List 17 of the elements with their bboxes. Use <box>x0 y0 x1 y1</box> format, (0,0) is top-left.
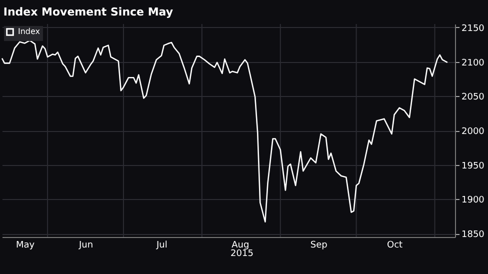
x-tick-label: Sep <box>310 240 328 250</box>
x-tick-label: Oct <box>386 240 404 250</box>
y-tick-label: 2000 <box>462 127 485 137</box>
legend-label: Index <box>18 27 40 36</box>
x-tick-label: Aug <box>232 240 250 250</box>
y-tick-label: 2050 <box>462 92 485 103</box>
x-tick-label: May <box>16 240 36 250</box>
y-tick-label: 2100 <box>462 58 485 68</box>
y-tick-label: 1850 <box>462 230 485 240</box>
line-series <box>1 40 448 223</box>
x-tick-label: Jun <box>78 240 94 250</box>
y-tick-label: 1950 <box>462 161 485 172</box>
x-tick-label: Jul <box>156 240 168 250</box>
text: 2015 <box>230 249 254 259</box>
chart-title: Index Movement Since May <box>3 5 174 18</box>
y-tick-label: 1900 <box>462 196 485 206</box>
y-tick-label: 2150 <box>462 24 485 34</box>
